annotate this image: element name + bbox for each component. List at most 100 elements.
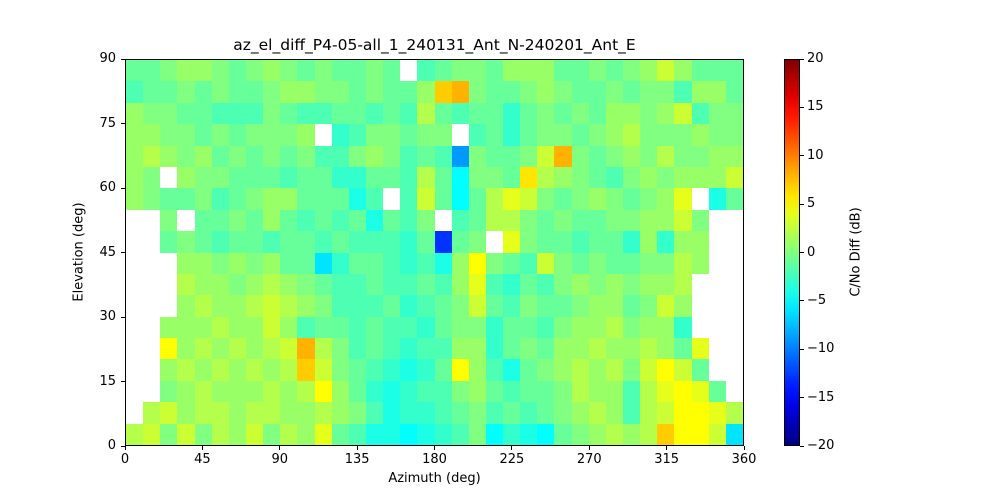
heatmap-cell <box>211 402 229 424</box>
heatmap-cell <box>211 231 229 253</box>
heatmap-cell <box>623 316 641 339</box>
colorbar-tick-label: 20 <box>807 51 824 66</box>
heatmap-cell <box>503 402 521 424</box>
heatmap-cell <box>365 316 384 339</box>
heatmap-grid <box>125 59 744 446</box>
heatmap-cell <box>537 402 555 424</box>
heatmap-cell <box>588 338 606 360</box>
colorbar-tick-mark <box>800 397 804 399</box>
heatmap-cell <box>228 316 246 339</box>
heatmap-cell <box>537 380 555 403</box>
heatmap-cell <box>520 231 538 253</box>
heatmap-cell <box>725 166 743 189</box>
heatmap-cell <box>383 188 401 210</box>
heatmap-cell <box>725 359 743 381</box>
heatmap-cell <box>571 166 589 189</box>
heatmap-cell <box>177 402 195 424</box>
heatmap-cell <box>657 273 675 296</box>
x-tick-mark <box>279 446 281 450</box>
heatmap-cell <box>571 380 589 403</box>
heatmap-cell <box>263 145 281 167</box>
heatmap-cell <box>314 81 332 103</box>
heatmap-cell <box>520 295 538 317</box>
heatmap-cell <box>263 338 281 360</box>
heatmap-cell <box>245 188 264 210</box>
heatmap-cell <box>657 316 675 339</box>
heatmap-cell <box>314 402 332 424</box>
heatmap-cell <box>228 209 246 232</box>
heatmap-cell <box>177 231 195 253</box>
heatmap-cell <box>417 188 435 210</box>
heatmap-cell <box>674 295 692 317</box>
colorbar-tick-label: −15 <box>807 389 835 405</box>
heatmap-cell <box>554 188 572 210</box>
heatmap-cell <box>126 166 144 189</box>
heatmap-cell <box>485 423 504 445</box>
heatmap-cell <box>194 124 212 146</box>
heatmap-cell <box>348 402 366 424</box>
heatmap-cell <box>520 423 538 445</box>
heatmap-cell <box>400 380 418 403</box>
heatmap-cell <box>177 102 195 125</box>
heatmap-cell <box>211 273 229 296</box>
heatmap-cell <box>554 60 572 82</box>
heatmap-cell <box>468 316 486 339</box>
heatmap-cell <box>143 380 161 403</box>
heatmap-cell <box>228 102 246 125</box>
heatmap-cell <box>143 102 161 125</box>
heatmap-cell <box>297 359 315 381</box>
heatmap-cell <box>194 316 212 339</box>
heatmap-cell <box>314 60 332 82</box>
heatmap-cell <box>554 423 572 445</box>
heatmap-cell <box>537 338 555 360</box>
heatmap-cell <box>468 402 486 424</box>
heatmap-cell <box>126 252 144 274</box>
heatmap-cell <box>400 402 418 424</box>
heatmap-cell <box>451 423 469 445</box>
heatmap-cell <box>160 252 178 274</box>
heatmap-cell <box>588 231 606 253</box>
heatmap-cell <box>623 423 641 445</box>
heatmap-cell <box>725 380 743 403</box>
heatmap-cell <box>348 295 366 317</box>
colorbar-label: C/No Diff (dB) <box>848 207 864 297</box>
heatmap-cell <box>211 145 229 167</box>
heatmap-cell <box>485 252 504 274</box>
heatmap-cell <box>503 209 521 232</box>
heatmap-cell <box>503 295 521 317</box>
heatmap-cell <box>503 188 521 210</box>
heatmap-cell <box>537 60 555 82</box>
heatmap-cell <box>143 423 161 445</box>
heatmap-cell <box>434 145 452 167</box>
heatmap-cell <box>365 359 384 381</box>
heatmap-cell <box>485 124 504 146</box>
heatmap-cell <box>468 231 486 253</box>
heatmap-cell <box>708 124 726 146</box>
heatmap-cell <box>331 102 349 125</box>
heatmap-cell <box>126 423 144 445</box>
heatmap-cell <box>451 316 469 339</box>
heatmap-cell <box>194 145 212 167</box>
heatmap-cell <box>708 209 726 232</box>
heatmap-cell <box>365 188 384 210</box>
heatmap-cell <box>177 380 195 403</box>
heatmap-cell <box>417 273 435 296</box>
heatmap-cell <box>691 338 709 360</box>
heatmap-cell <box>708 60 726 82</box>
heatmap-cell <box>554 273 572 296</box>
heatmap-cell <box>400 273 418 296</box>
y-tick-mark <box>121 445 125 447</box>
heatmap-cell <box>348 81 366 103</box>
heatmap-cell <box>228 359 246 381</box>
heatmap-cell <box>468 338 486 360</box>
heatmap-cell <box>417 380 435 403</box>
heatmap-cell <box>365 252 384 274</box>
heatmap-cell <box>674 252 692 274</box>
heatmap-cell <box>228 295 246 317</box>
heatmap-cell <box>725 124 743 146</box>
heatmap-cell <box>383 316 401 339</box>
heatmap-cell <box>263 102 281 125</box>
heatmap-cell <box>691 380 709 403</box>
heatmap-cell <box>657 188 675 210</box>
heatmap-cell <box>280 380 298 403</box>
